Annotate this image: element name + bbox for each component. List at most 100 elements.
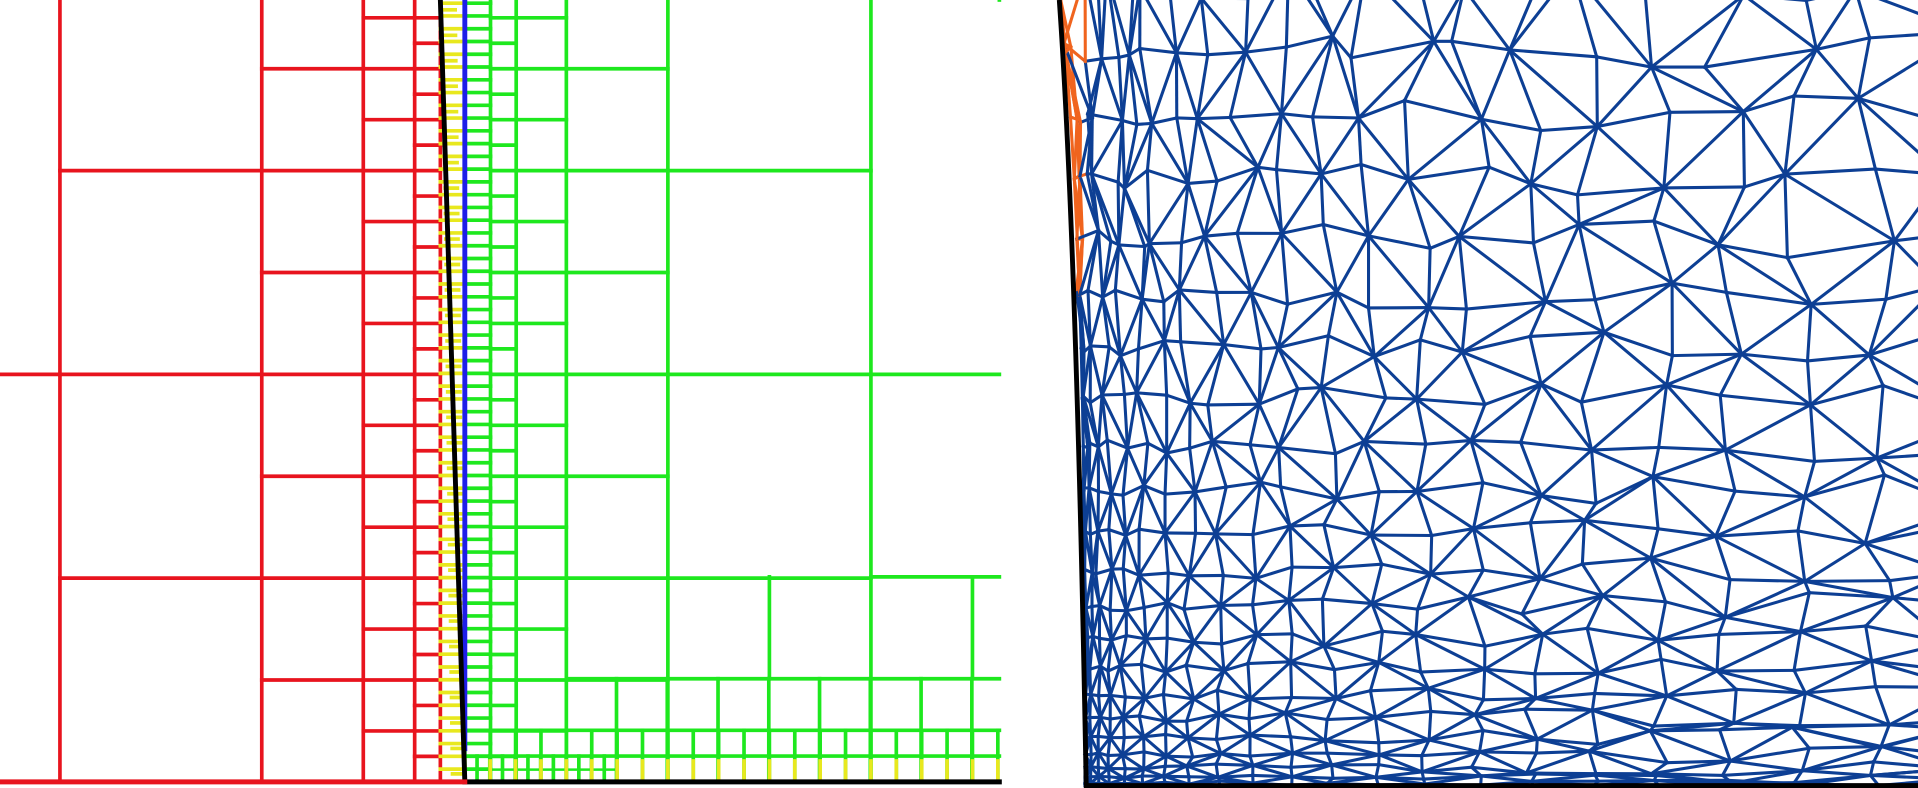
triangle-edge: [1147, 241, 1184, 246]
triangle-edge: [1276, 385, 1324, 450]
triangle-edge: [1200, 0, 1248, 55]
triangle-edge: [1543, 298, 1597, 304]
triangle-edge: [1228, 50, 1248, 120]
triangle-edge: [1287, 597, 1324, 602]
triangle-edge: [1790, 725, 1883, 750]
triangle-edge: [1163, 640, 1196, 675]
triangle-edge: [1142, 692, 1166, 701]
triangle-edge: [1477, 750, 1538, 755]
triangle-edge: [1249, 290, 1263, 351]
triangle-edge: [1106, 663, 1123, 674]
triangle-edge: [1259, 345, 1280, 351]
triangle-edge: [1141, 732, 1168, 739]
triangle-edge: [1118, 297, 1145, 358]
triangle-edge: [1356, 115, 1411, 182]
triangle-edge: [1575, 186, 1666, 197]
triangle-edge: [1590, 694, 1669, 712]
triangle-edge: [1248, 659, 1293, 702]
triangle-edge: [1585, 593, 1605, 631]
triangle-edge: [1528, 330, 1606, 339]
triangle-edge: [1523, 707, 1594, 712]
triangle-edge: [1739, 302, 1814, 357]
triangle-edge: [1713, 494, 1807, 539]
triangle-edge: [1287, 565, 1294, 603]
triangle-edge: [1741, 47, 1819, 114]
triangle-edge: [1323, 717, 1329, 743]
triangle-edge: [1088, 295, 1105, 348]
triangle-edge: [1182, 574, 1191, 611]
triangle-edge: [1882, 472, 1918, 491]
triangle-edge: [1469, 749, 1482, 770]
triangle-edge: [1374, 770, 1424, 779]
triangle-edge: [1479, 47, 1512, 122]
triangle-edge: [1142, 600, 1170, 610]
triangle-edge: [1406, 177, 1433, 251]
triangle-edge: [1214, 762, 1255, 767]
triangle-edge: [1195, 50, 1248, 121]
triangle-edge: [1664, 353, 1675, 387]
triangle-edge: [1356, 39, 1436, 121]
triangle-edge: [1362, 439, 1382, 494]
triangle-edge: [1802, 455, 1879, 500]
triangle-edge: [1742, 172, 1787, 189]
triangle-edge: [1179, 234, 1207, 245]
triangle-edge: [1279, 231, 1339, 295]
triangle-edge: [1867, 304, 1918, 358]
triangle-edge: [1306, 0, 1335, 39]
triangle-edge: [1257, 345, 1281, 407]
triangle-edge: [1418, 337, 1465, 354]
triangle-edge: [1193, 531, 1218, 536]
triangle-edge: [1280, 231, 1290, 306]
triangle-edge: [1477, 737, 1540, 754]
triangle-edge: [1656, 383, 1669, 450]
triangle-edge: [1333, 439, 1367, 456]
triangle-edge: [1213, 485, 1229, 536]
triangle-edge: [1472, 712, 1486, 733]
triangle-edge: [1664, 352, 1744, 387]
triangle-edge: [1466, 595, 1487, 649]
triangle-edge: [1427, 709, 1433, 742]
triangle-edge: [1218, 576, 1259, 608]
triangle-edge: [1117, 186, 1127, 247]
triangle-edge: [1856, 59, 1918, 101]
triangle-edge: [1373, 709, 1433, 720]
triangle-edge: [1315, 0, 1335, 39]
triangle-edge: [1715, 669, 1808, 695]
triangle-edge: [1724, 290, 1744, 356]
triangle-edge: [1096, 393, 1104, 449]
triangle-edge: [1723, 590, 1812, 620]
triangle-edge: [1718, 393, 1728, 452]
triangle-edge: [1216, 773, 1255, 779]
triangle-edge: [1477, 749, 1529, 776]
triangle-edge: [1528, 493, 1544, 525]
triangle-edge: [1141, 719, 1169, 739]
triangle-edge: [1472, 712, 1540, 742]
triangle-edge: [1206, 50, 1248, 57]
triangle-edge: [1457, 181, 1533, 239]
triangle-edge: [1366, 234, 1432, 251]
triangle-edge: [1431, 0, 1460, 44]
triangle-edge: [1149, 50, 1179, 126]
triangle-edge: [1184, 640, 1196, 668]
triangle-edge: [1202, 234, 1254, 295]
triangle-edge: [1109, 492, 1125, 497]
triangle-edge: [1800, 744, 1884, 773]
triangle-edge: [1161, 692, 1196, 701]
triangle-edge: [1579, 330, 1606, 405]
triangle-edge: [1466, 594, 1545, 637]
triangle-edge: [1333, 660, 1381, 701]
triangle-edge: [1163, 735, 1191, 759]
triangle-edge: [1136, 338, 1167, 351]
triangle-edge: [1376, 632, 1418, 665]
triangle-edge: [1118, 663, 1128, 699]
triangle-edge: [1402, 98, 1484, 122]
triangle-edge: [1174, 50, 1200, 121]
triangle-edge: [1874, 685, 1918, 689]
triangle-edge: [1162, 300, 1166, 343]
triangle-edge: [1108, 0, 1121, 60]
triangle-edge: [1507, 0, 1551, 53]
triangle-edge: [1651, 185, 1666, 224]
triangle-edge: [1792, 47, 1819, 99]
triangle-edge: [1720, 769, 1804, 778]
